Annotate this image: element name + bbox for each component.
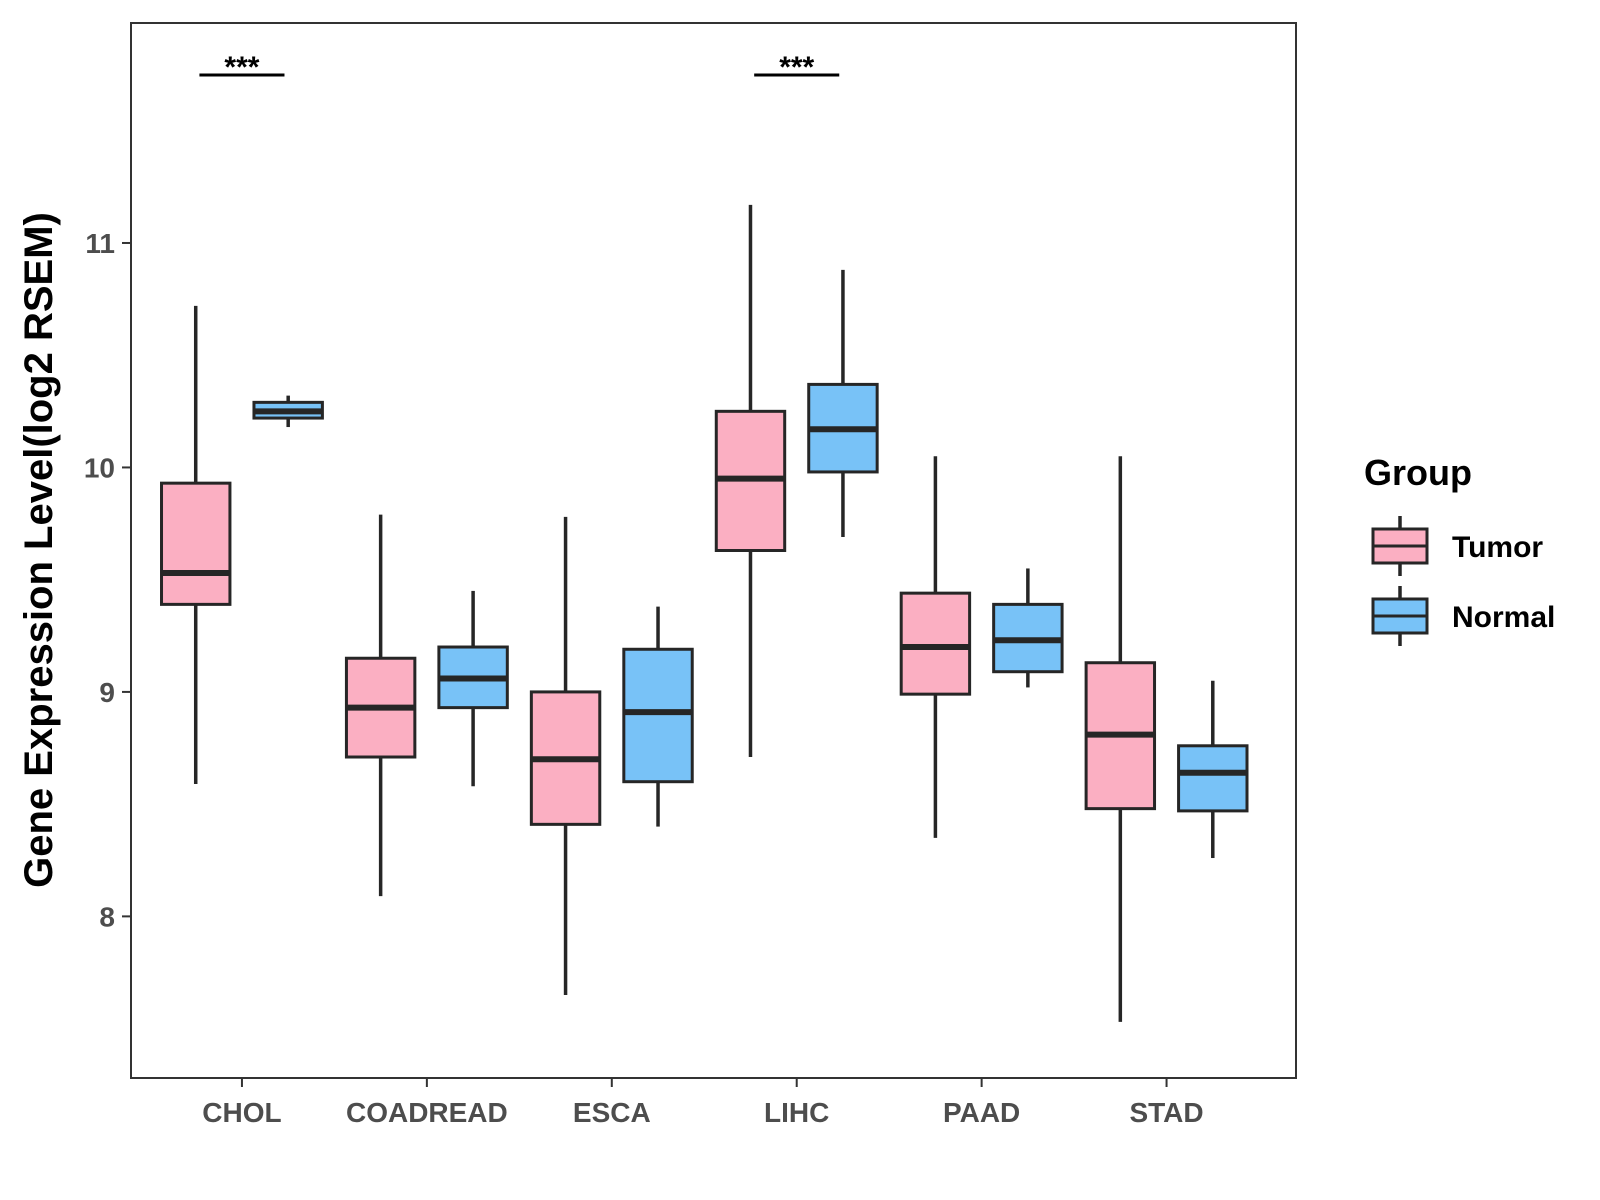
y-tick-label: 10 [84,452,115,483]
box-tumor-esca [529,516,602,995]
box-normal-chol [252,395,324,428]
significance-label: *** [779,51,814,84]
x-tick-label: ESCA [573,1097,651,1128]
y-tick-label: 9 [99,677,115,708]
x-tick-label: LIHC [764,1097,829,1128]
x-tick-label: STAD [1129,1097,1203,1128]
y-tick-label: 11 [85,228,115,259]
x-tick-label: CHOL [202,1097,281,1128]
box-body [160,481,232,606]
y-axis-title: Gene Expression Level(log2 RSEM) [17,212,61,888]
box-normal-paad [992,568,1064,688]
plot-panel-border [130,22,1297,1079]
y-tick-label: 8 [99,901,115,932]
box-tumor-coadread [344,514,417,897]
box-normal-stad [1177,680,1249,859]
legend-entry-tumor: Tumor [1371,516,1543,576]
box-normal-esca [622,606,694,827]
legend: Group Tumor Normal [1364,452,1555,646]
box-tumor-lihc [714,204,787,758]
box-tumor-paad [899,456,972,838]
x-axis: CHOL COADREAD ESCA LIHC PAAD STAD [202,1078,1204,1128]
x-tick-label: PAAD [943,1097,1020,1128]
box-tumor-chol [160,305,232,784]
box-body [1177,744,1249,813]
significance-annotations: *** *** [199,51,840,84]
box-body [899,591,972,696]
significance-label: *** [224,51,259,84]
legend-label: Normal [1452,601,1555,634]
legend-label: Tumor [1452,531,1543,564]
legend-entry-normal: Normal [1371,586,1555,646]
box-normal-coadread [437,590,509,787]
box-series [160,204,1249,1022]
y-axis: 8 9 10 11 [84,228,131,932]
legend-title: Group [1364,452,1472,493]
box-normal-lihc [807,269,879,538]
box-tumor-stad [1084,456,1157,1022]
x-tick-label: COADREAD [346,1097,508,1128]
box-body [622,647,694,784]
